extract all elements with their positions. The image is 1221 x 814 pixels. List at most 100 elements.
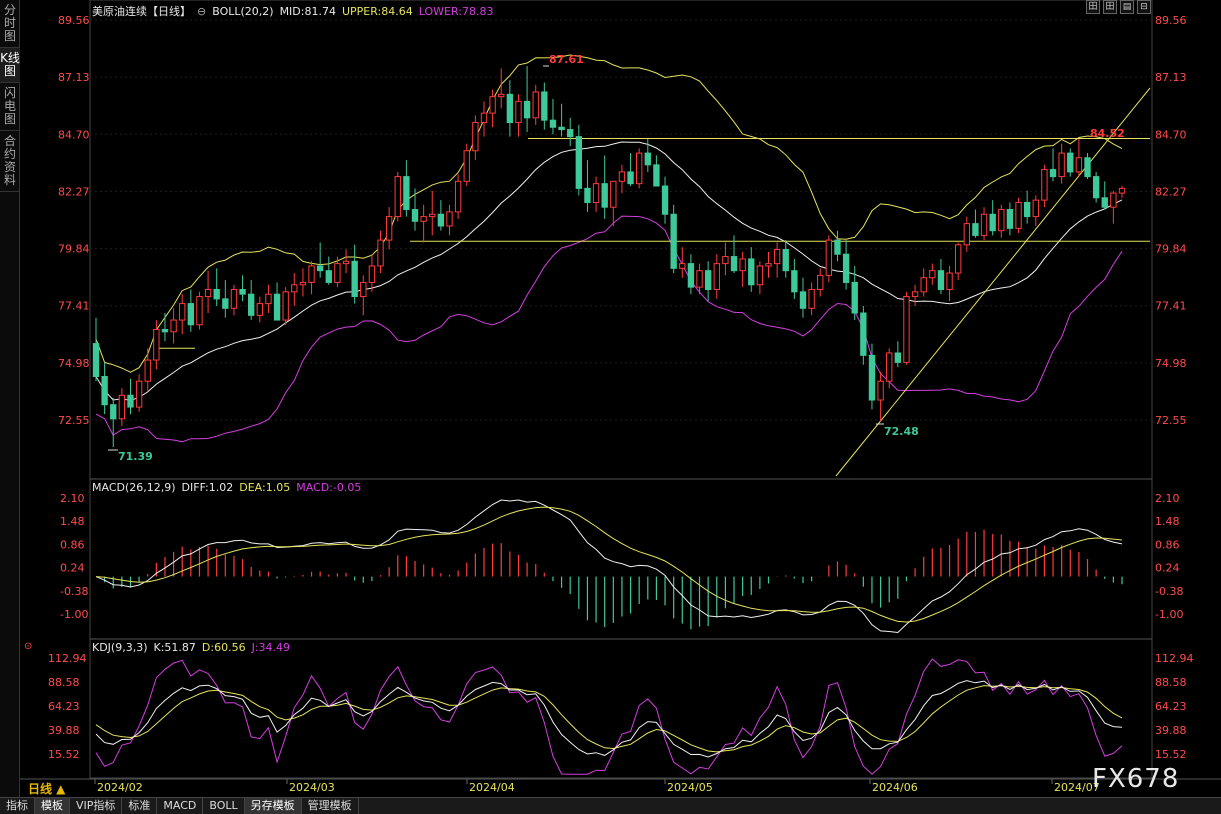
sidebar-tab-kline[interactable]: K线图 <box>0 48 20 83</box>
candle-body <box>429 213 436 218</box>
candle-body <box>239 288 246 295</box>
boll-label: BOLL(20,2) <box>212 5 274 18</box>
candle-body <box>929 270 936 279</box>
candle <box>1015 197 1022 234</box>
macd-value: MACD:-0.05 <box>296 481 362 494</box>
candle <box>403 160 410 217</box>
candle-body <box>765 263 772 267</box>
candle-body <box>532 91 539 119</box>
macd-tick-right: 0.86 <box>1155 538 1180 551</box>
date-label: 2024/04 <box>469 781 515 794</box>
sidebar-tab-contract-info[interactable]: 合约资料 <box>0 131 20 192</box>
candle-body <box>946 272 953 290</box>
candles <box>92 66 1126 448</box>
candle-body <box>1110 192 1117 208</box>
candle <box>92 317 100 382</box>
candle-body <box>653 164 660 187</box>
candle <box>989 200 996 236</box>
candle-body <box>282 291 289 321</box>
candle-body <box>937 270 945 290</box>
candle-body <box>222 298 229 309</box>
candle <box>1006 202 1014 236</box>
macd-panel-title: MACD(26,12,9) DIFF:1.02 DEA:1.05 MACD:-0.05 <box>92 481 367 494</box>
candle <box>394 171 401 222</box>
kdj-k-line <box>95 680 1123 758</box>
candle <box>955 242 962 281</box>
candle-body <box>463 150 470 182</box>
candle <box>1049 148 1057 182</box>
candle <box>817 268 824 297</box>
candle <box>722 242 729 276</box>
price-tick-left: 79.84 <box>58 243 90 256</box>
tab-boll[interactable]: BOLL <box>203 798 245 814</box>
candle <box>592 176 600 212</box>
tab-save-template[interactable]: 另存模板 <box>244 798 302 814</box>
candle-body <box>1075 157 1083 173</box>
candle-body <box>385 216 393 241</box>
candle-body <box>911 291 919 298</box>
tab-indicators[interactable]: 指标 <box>0 798 35 814</box>
candle <box>644 138 651 172</box>
tab-macd[interactable]: MACD <box>157 798 204 814</box>
candle-body <box>1092 176 1100 199</box>
tab-templates[interactable]: 模板 <box>35 798 70 814</box>
candle <box>325 256 332 285</box>
macd-diff-line <box>95 499 1123 634</box>
candle-body <box>860 312 867 356</box>
annotation-high: 87.61 <box>549 53 584 66</box>
candle <box>153 320 160 370</box>
candle <box>894 341 902 368</box>
candle-body <box>316 265 324 272</box>
list-button[interactable]: ▤ <box>1120 0 1134 14</box>
layout-button[interactable]: 田 <box>1103 0 1117 14</box>
candle <box>627 153 634 187</box>
candle <box>696 263 703 295</box>
sidebar-tab-flash[interactable]: 闪电图 <box>0 83 20 131</box>
candle <box>851 265 858 321</box>
candle <box>273 282 281 321</box>
sidebar-tab-timeshare[interactable]: 分时图 <box>0 0 20 48</box>
macd-tick-left: 1.48 <box>60 515 85 528</box>
tab-vip-indicators[interactable]: VIP指标 <box>70 798 123 814</box>
price-tick-left: 82.27 <box>58 185 90 198</box>
price-tick-right: 77.41 <box>1155 300 1187 313</box>
price-tick-right: 72.55 <box>1155 414 1187 427</box>
candle-body <box>1023 201 1031 218</box>
candle-body <box>506 93 514 124</box>
candle <box>670 204 677 274</box>
candle-body <box>92 343 100 377</box>
macd-dea-line <box>95 506 1123 623</box>
candle <box>748 247 755 292</box>
candle-body <box>575 136 582 189</box>
collapse-icon[interactable]: ⊖ <box>197 5 207 18</box>
tab-standard[interactable]: 标准 <box>122 798 158 814</box>
candle <box>860 305 867 365</box>
candle-body <box>153 328 160 361</box>
kdj-settings-icon[interactable]: ⊙ <box>24 641 33 652</box>
candle <box>567 117 574 147</box>
price-tick-left: 72.55 <box>58 414 90 427</box>
candle <box>1032 195 1039 226</box>
candle <box>834 230 841 262</box>
grid-button[interactable]: 田 <box>1086 0 1100 14</box>
chart-canvas[interactable]: 89.56 89.56 87.13 87.13 84.70 84.70 82.27 82.27… <box>0 0 1221 797</box>
candle <box>1067 148 1074 177</box>
candle <box>1118 186 1126 198</box>
candle <box>799 277 807 318</box>
candle <box>1092 171 1100 203</box>
candle-body <box>1058 152 1065 178</box>
candle-body <box>773 249 781 265</box>
candle-body <box>894 352 902 363</box>
candle <box>825 235 833 283</box>
period-selector[interactable]: 日线 ▲ <box>28 782 66 796</box>
candle-body <box>868 354 876 401</box>
candle <box>1101 181 1108 210</box>
candle-body <box>558 126 565 131</box>
minimize-button[interactable]: ⊟ <box>1137 0 1151 14</box>
macd-diff: DIFF:1.02 <box>181 481 234 494</box>
candle <box>911 284 919 306</box>
tab-manage-templates[interactable]: 管理模板 <box>302 798 359 814</box>
candle-body <box>368 265 376 283</box>
candle-body <box>480 112 488 124</box>
candle <box>946 265 953 302</box>
